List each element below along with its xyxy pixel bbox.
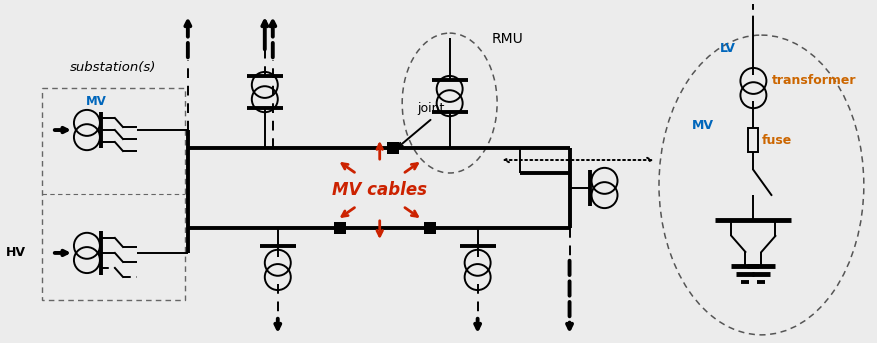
Text: RMU: RMU (491, 32, 523, 46)
Bar (333, 222, 346, 234)
Text: substation(s): substation(s) (70, 61, 156, 74)
Bar (42, 88, 185, 300)
Text: transformer: transformer (771, 73, 855, 86)
Text: MV: MV (86, 95, 107, 108)
Text: fuse: fuse (760, 133, 791, 146)
Text: MV: MV (691, 119, 713, 131)
Text: MV cables: MV cables (332, 181, 427, 199)
Bar (386, 142, 398, 154)
Text: LV: LV (719, 42, 735, 55)
Bar (747, 128, 758, 152)
Bar (424, 222, 435, 234)
Text: HV: HV (6, 246, 26, 259)
Text: joint: joint (417, 102, 445, 115)
